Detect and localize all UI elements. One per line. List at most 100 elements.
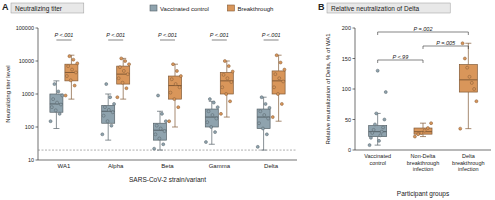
whisker-cap [209,144,215,145]
point [164,120,167,123]
point [223,60,226,63]
point [69,79,72,82]
point [158,137,161,140]
y-tick [36,61,39,62]
point [159,127,162,130]
comparison-bracket [423,46,468,49]
y-tick [353,119,356,120]
whisker [160,111,161,123]
y-tick-label: 100 [342,86,351,92]
point [106,120,109,123]
y-tick-label: 100000 [16,25,34,31]
p-value: P <.001 [262,32,281,38]
title: Neutralizing titer [15,5,63,13]
point [71,68,74,71]
y-tick-label: 10000 [19,58,34,64]
whisker-cap [172,127,178,128]
point [375,112,378,115]
point [160,112,163,115]
title: Relative neutralization of Delta [331,5,420,12]
box [272,71,285,94]
point [470,81,473,84]
whisker [108,94,109,105]
point [468,75,471,78]
y-axis-label: Relative neutralization of Delta, % of W… [325,33,331,145]
whisker-cap [375,113,381,114]
point [207,110,210,113]
point [265,133,268,136]
y-tick [36,94,39,95]
whisker [377,113,378,125]
whisker [226,94,227,117]
point [110,124,113,127]
point [204,141,207,144]
point [276,93,279,96]
point [162,143,165,146]
point [163,130,166,133]
x-tick-label: Alpha [108,163,124,169]
x-axis-label: Participant groups [397,190,450,198]
point [423,129,426,132]
point [230,81,233,84]
median [65,72,78,73]
point [126,73,129,76]
whisker [175,99,176,127]
point [473,88,476,91]
point [263,114,266,117]
x-tick-label-line: breakthrough [452,160,484,166]
whisker-cap [261,150,267,151]
legend-swatch [227,5,234,11]
point [278,77,281,80]
x-axis-label: SARS-CoV-2 strain/variant [129,176,206,183]
point [227,65,230,68]
point [105,83,108,86]
point [463,57,466,60]
plot-marks [368,42,478,147]
whisker-cap [276,55,282,56]
point [68,55,71,58]
whisker-cap [68,99,74,100]
point [219,112,222,115]
x-tick-label: Gamma [209,163,231,169]
point [49,120,52,123]
whisker-cap [224,117,230,118]
point [373,123,376,126]
comparison-bracket [378,32,469,35]
y-tick-label: 150 [342,56,351,62]
panel-label: B [318,2,325,12]
point [113,102,116,105]
whisker [423,123,424,128]
p-bracket [56,40,71,41]
point [57,90,60,93]
point [124,60,127,63]
whisker [263,129,264,151]
point [221,86,224,89]
y-tick-label: 100 [25,124,34,130]
p-value: P =.005 [436,40,456,46]
point [154,133,157,136]
x-tick-label-line: infection [458,166,479,172]
y-tick-label: 0 [348,147,351,153]
whisker [123,58,124,66]
x-tick-label-line: control [369,160,386,166]
whisker-cap [375,145,381,146]
point [155,124,158,127]
figure: ANeutralizing titer10100100010000100000N… [0,0,495,200]
point [67,65,70,68]
point [379,134,382,137]
point [173,98,176,101]
point [101,133,104,136]
whisker [211,127,212,144]
x-tick-label: Delta [264,163,279,169]
x-tick-label: Non-Deltabreakthroughinfection [407,153,439,172]
whisker-cap [53,128,59,129]
y-tick-label: 1000 [22,91,34,97]
whisker-cap [105,140,111,141]
point [216,106,219,109]
point [215,117,218,120]
whisker-cap [465,43,471,44]
whisker [263,97,264,109]
p-bracket [264,40,279,41]
point [417,133,420,136]
title-box [11,3,84,13]
